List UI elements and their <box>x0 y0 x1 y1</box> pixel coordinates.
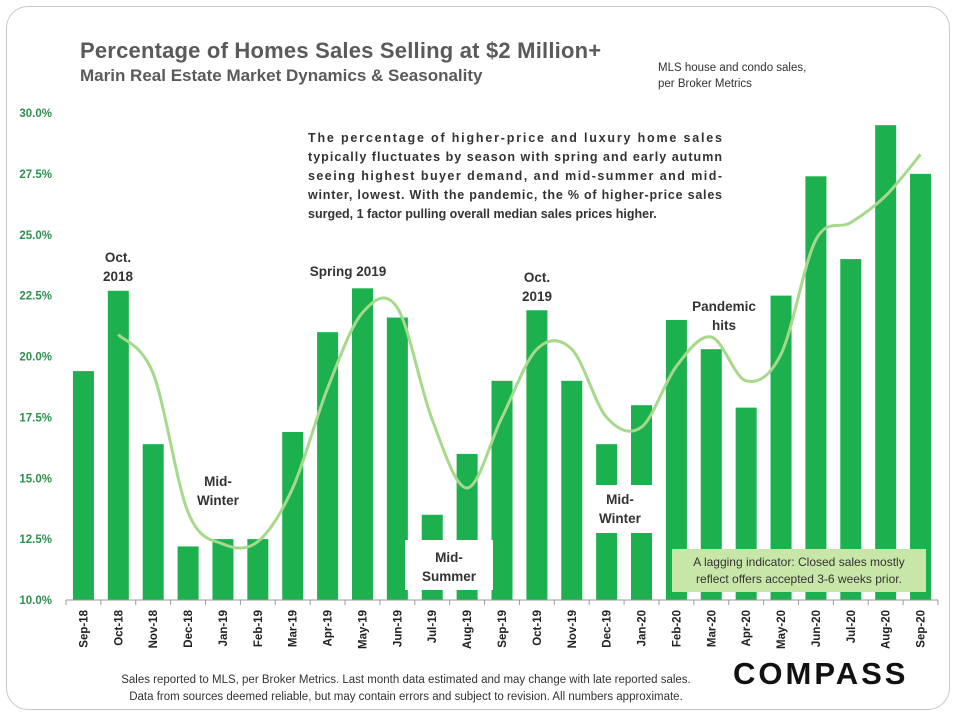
bar <box>700 349 722 600</box>
x-tick-label: Jan-19 <box>218 610 230 646</box>
chart-title: Percentage of Homes Sales Selling at $2 … <box>80 38 602 63</box>
bar <box>770 295 792 600</box>
annotation-label: 2019 <box>522 289 552 304</box>
annotation-backdrop <box>405 540 493 590</box>
annotation-label: Oct. <box>105 250 131 265</box>
x-tick-label: Aug-20 <box>881 610 893 649</box>
annotation-label: Summer <box>422 569 477 584</box>
bar <box>142 444 164 600</box>
bar <box>665 319 687 600</box>
bar <box>177 546 199 600</box>
source-note-line: per Broker Metrics <box>658 78 752 90</box>
x-tick-label: Dec-18 <box>183 609 195 647</box>
y-tick-label: 17.5% <box>19 412 52 424</box>
description-line: surged, 1 factor pulling overall median … <box>308 207 657 221</box>
bar <box>526 310 548 600</box>
y-tick-label: 12.5% <box>19 534 52 546</box>
annotation-label: Mid- <box>606 492 634 507</box>
x-tick-label: Jul-20 <box>846 610 858 643</box>
description-line: typically fluctuates by season with spri… <box>308 150 722 164</box>
x-tick-label: Sep-19 <box>497 610 509 648</box>
lagging-note-line: A lagging indicator: Closed sales mostly <box>693 555 904 569</box>
x-tick-label: Feb-20 <box>671 610 683 647</box>
y-tick-label: 25.0% <box>19 230 52 242</box>
bar <box>107 290 129 600</box>
chart-subtitle: Marin Real Estate Market Dynamics & Seas… <box>80 66 483 85</box>
x-tick-label: Mar-20 <box>706 610 718 647</box>
y-tick-label: 20.0% <box>19 352 52 364</box>
x-tick-label: Oct-19 <box>532 610 544 646</box>
footer-line: Sales reported to MLS, per Broker Metric… <box>121 674 691 686</box>
y-tick-label: 15.0% <box>19 473 52 485</box>
annotation-label: 2018 <box>103 269 134 284</box>
source-note: MLS house and condo sales, per Broker Me… <box>658 60 848 92</box>
bar <box>840 259 862 600</box>
annotation-label: Winter <box>599 511 642 526</box>
footer-note: Sales reported to MLS, per Broker Metric… <box>96 672 716 706</box>
y-tick-label: 10.0% <box>19 595 52 607</box>
bar <box>561 380 583 600</box>
bar <box>72 371 94 600</box>
annotation-label: Spring 2019 <box>310 264 387 279</box>
annotation-label: hits <box>712 318 736 333</box>
x-tick-label: Apr-19 <box>323 610 335 646</box>
x-tick-label: Jul-19 <box>427 610 439 643</box>
x-tick-label: May-19 <box>357 610 369 649</box>
x-tick-label: Sep-18 <box>78 609 90 647</box>
y-tick-label: 22.5% <box>19 291 52 303</box>
x-tick-label: Jun-20 <box>811 610 823 647</box>
description-line: The percentage of higher-price and luxur… <box>308 131 722 145</box>
x-tick-label: Aug-19 <box>462 610 474 649</box>
annotation-label: Mid- <box>204 474 232 489</box>
bar <box>875 125 897 601</box>
x-tick-label: Dec-19 <box>602 610 614 648</box>
bar <box>351 288 373 600</box>
bar <box>386 317 408 600</box>
source-note-line: MLS house and condo sales, <box>658 62 807 74</box>
y-tick-label: 27.5% <box>19 169 52 181</box>
bar <box>282 431 304 600</box>
x-tick-label: Jan-20 <box>637 610 649 646</box>
x-tick-label: Nov-18 <box>148 609 160 648</box>
y-tick-label: 30.0% <box>19 108 52 120</box>
annotation-label: Mid- <box>435 550 463 565</box>
lagging-note-box <box>672 549 926 592</box>
description-line: winter, lowest. With the pandemic, the %… <box>307 188 722 202</box>
x-tick-label: Feb-19 <box>253 610 265 647</box>
x-tick-label: May-20 <box>776 610 788 649</box>
trend-line <box>117 153 922 550</box>
x-tick-label: Nov-19 <box>567 610 579 648</box>
compass-logo: COMPASS <box>733 656 909 691</box>
annotation-label: Pandemic <box>692 299 756 314</box>
bar <box>910 173 932 600</box>
annotation-label: Oct. <box>524 270 550 285</box>
x-tick-label: Mar-19 <box>288 610 300 647</box>
annotation-backdrop <box>590 485 656 533</box>
x-tick-label: Sep-20 <box>916 610 928 648</box>
lagging-note-line: reflect offers accepted 3-6 weeks prior. <box>696 572 902 586</box>
description-line: seeing highest buyer demand, and mid-sum… <box>308 169 722 183</box>
annotation-label: Winter <box>197 493 240 508</box>
bar <box>805 176 827 600</box>
bar <box>247 539 269 600</box>
bar <box>212 539 234 600</box>
x-tick-label: Jun-19 <box>392 610 404 647</box>
footer-line: Data from sources deemed reliable, but m… <box>129 691 683 703</box>
bar <box>491 380 513 600</box>
x-tick-label: Apr-20 <box>741 610 753 646</box>
x-tick-label: Oct-18 <box>113 609 125 645</box>
